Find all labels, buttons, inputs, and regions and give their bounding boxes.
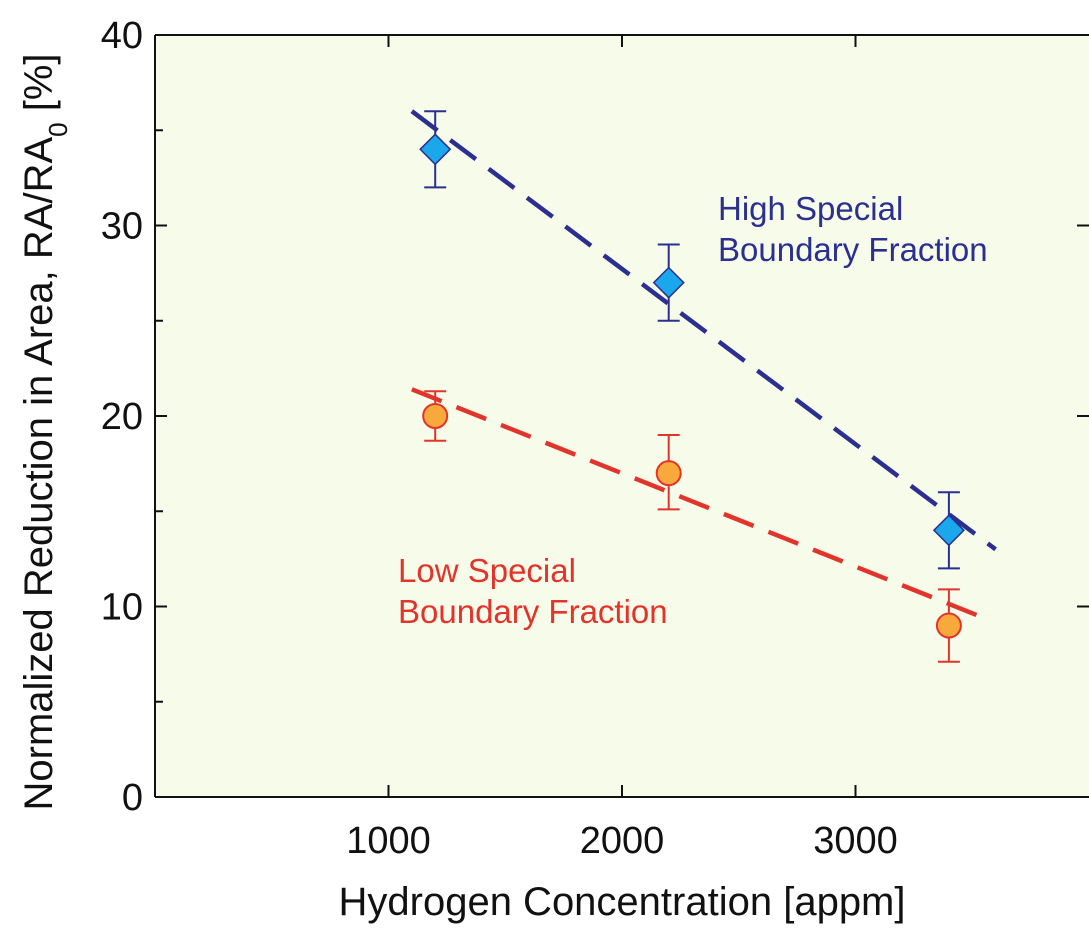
- y-axis-title-main: Normalized Reduction in Area, RA/RA: [17, 137, 61, 811]
- low-data-point: [935, 612, 962, 639]
- high-trend-line: [410, 109, 997, 552]
- y-axis-title-unit: [%]: [17, 53, 61, 122]
- x-tick-label: 1000: [346, 820, 431, 862]
- low-annotation-line: Boundary Fraction: [398, 593, 668, 630]
- high-annotation-line: High Special: [718, 190, 903, 227]
- x-tick-label: 3000: [813, 820, 898, 862]
- low-annotation: Low Special Boundary Fraction: [398, 552, 668, 630]
- high-annotation: High Special Boundary Fraction: [718, 190, 988, 268]
- y-tick-label: 20: [101, 396, 143, 438]
- y-tick-label: 10: [101, 587, 143, 629]
- low-data-point: [655, 460, 682, 487]
- high-data-point: [652, 266, 685, 299]
- y-tick-label: 30: [101, 206, 143, 248]
- high-annotation-line: Boundary Fraction: [718, 231, 988, 268]
- y-tick-label: 0: [122, 777, 143, 819]
- x-tick-label: 2000: [580, 820, 665, 862]
- low-annotation-line: Low Special: [398, 552, 576, 589]
- plot-area: [155, 35, 1089, 797]
- high-data-point: [419, 133, 452, 166]
- low-trend-line: [411, 387, 985, 621]
- y-axis-title: Normalized Reduction in Area, RA/RA0 [%]: [17, 53, 73, 810]
- x-axis-title: Hydrogen Concentration [appm]: [339, 880, 906, 924]
- high-data-point: [932, 514, 965, 547]
- low-data-point: [422, 403, 449, 429]
- y-tick-label: 40: [101, 15, 143, 57]
- y-axis-title-subscript: 0: [43, 122, 73, 136]
